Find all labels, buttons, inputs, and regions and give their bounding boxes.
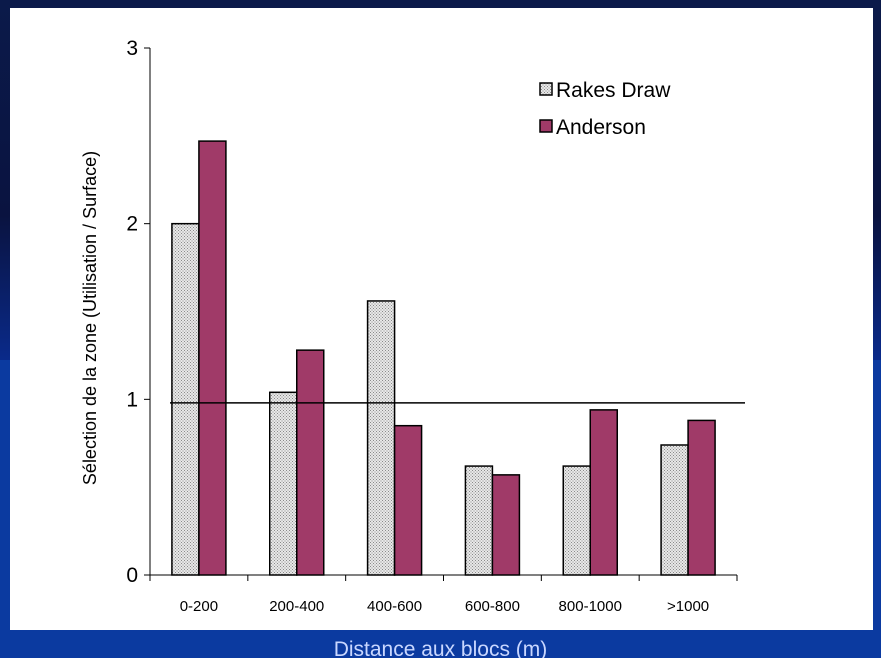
bar-anderson (687, 419, 716, 576)
x-axis-label: Distance aux blocs (m) (333, 638, 548, 658)
legend-swatch (539, 119, 553, 133)
bar-anderson (589, 409, 618, 576)
x-tick-label: 400-600 (367, 598, 422, 615)
bar-anderson (393, 424, 423, 576)
legend-swatch (539, 82, 553, 96)
x-tick-label: 800-1000 (559, 598, 622, 615)
bar-rakes-draw (464, 465, 494, 576)
x-tick-label: >1000 (667, 598, 709, 615)
y-axis-label: Sélection de la zone (Utilisation / Surf… (80, 151, 100, 485)
bars-group (171, 140, 716, 576)
legend-label: Rakes Draw (556, 79, 671, 102)
y-tick-label: 0 (126, 564, 138, 587)
legend: Rakes Draw Anderson (539, 79, 671, 139)
chart-panel: 0 1 2 3 0-200 200-400 400-600 600-800 800-1000 >1… (10, 8, 873, 630)
bar-rakes-draw (660, 444, 689, 576)
y-tick-label: 2 (126, 213, 138, 236)
bar-rakes-draw (269, 391, 298, 576)
bar-anderson (198, 140, 227, 576)
bar-chart: 0 1 2 3 0-200 200-400 400-600 600-800 800-1000 >1… (80, 37, 745, 615)
x-tick-label: 200-400 (269, 598, 324, 615)
bar-anderson (491, 474, 521, 576)
bar-rakes-draw (562, 465, 591, 576)
axes: 0 1 2 3 0-200 200-400 400-600 600-800 800-1000 >1… (126, 37, 738, 615)
y-tick-label: 3 (126, 37, 138, 60)
bar-rakes-draw (171, 222, 200, 576)
bar-anderson (296, 349, 325, 576)
legend-label: Anderson (556, 116, 646, 139)
x-tick-label: 600-800 (465, 598, 520, 615)
x-tick-label: 0-200 (180, 598, 218, 615)
y-tick-label: 1 (126, 388, 138, 411)
bar-rakes-draw (366, 300, 396, 576)
